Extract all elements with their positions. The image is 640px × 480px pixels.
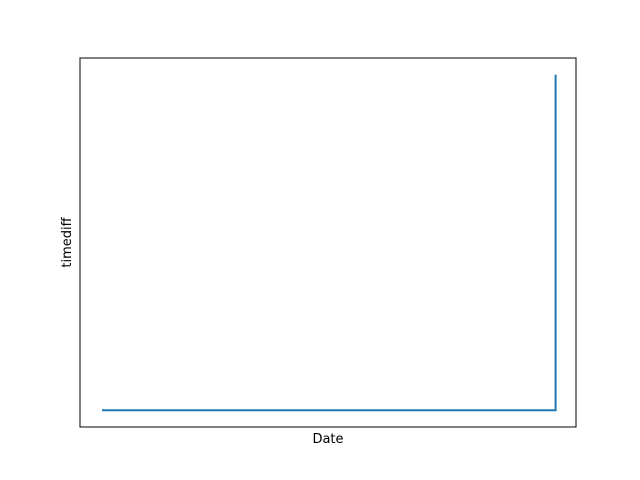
series-layer [102,74,557,412]
series-line-0 [102,74,557,412]
plot-background [80,58,576,427]
y-axis-label: timediff [60,216,75,267]
axes-frame [79,57,577,428]
x-axis-label: Date [312,432,343,447]
